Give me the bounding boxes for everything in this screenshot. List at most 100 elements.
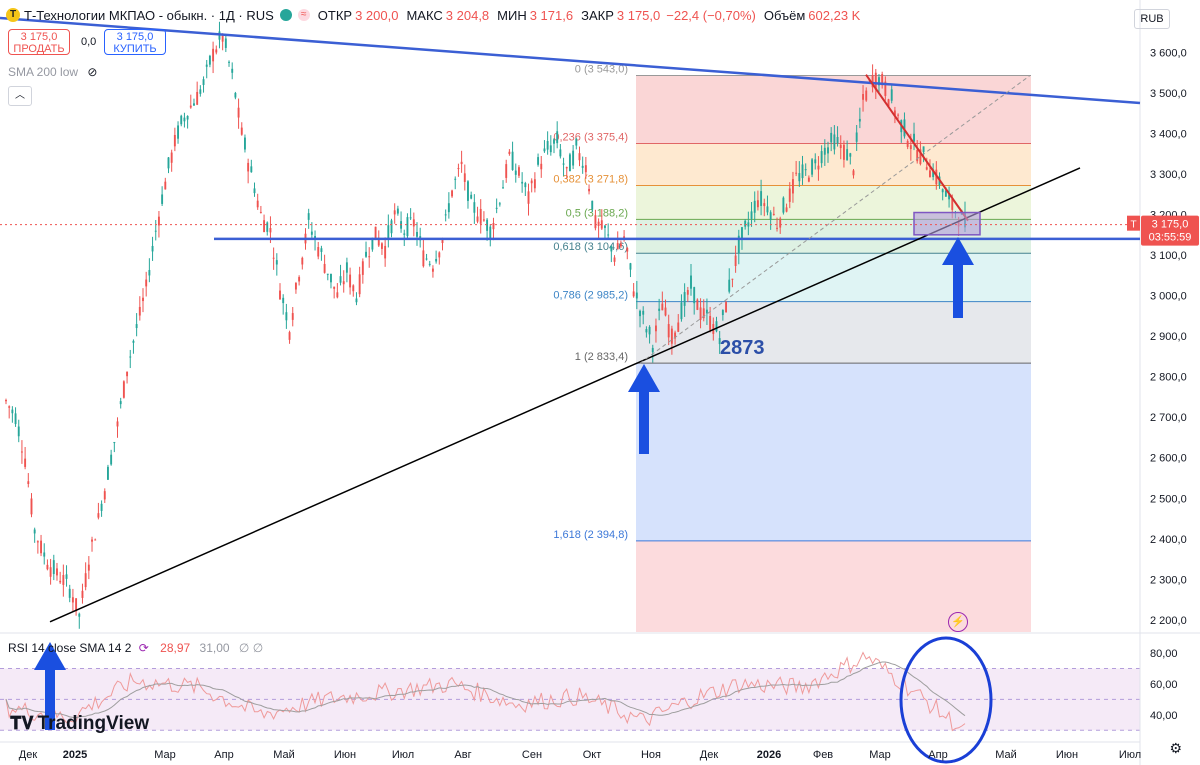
candle-body [470, 194, 473, 199]
candle-body [164, 181, 167, 190]
buy-button[interactable]: 3 175,0 КУПИТЬ [104, 29, 166, 55]
candle-body [795, 172, 798, 174]
candle-body [635, 292, 638, 299]
candle-body [425, 258, 428, 260]
candle-body [807, 177, 810, 182]
candle-body [193, 103, 195, 106]
sma-indicator-label[interactable]: SMA 200 low ⊘ [8, 65, 97, 79]
gear-icon[interactable]: ⚙ [1169, 740, 1182, 756]
candle-body [196, 91, 199, 105]
candle-body [65, 574, 68, 579]
price-tick-label: 2 500,0 [1150, 493, 1187, 505]
candle-body [508, 151, 511, 154]
candle-body [578, 153, 581, 161]
candle-body [457, 167, 460, 169]
price-tick-label: 2 600,0 [1150, 453, 1187, 465]
candle-body [846, 149, 849, 161]
candle-body [138, 306, 141, 316]
symbol-title[interactable]: Т-Технологии МКПАО - обыкн. · 1Д · RUS [24, 7, 274, 23]
candle-body [890, 89, 893, 101]
candle-body [929, 170, 931, 178]
currency-selector[interactable]: RUB [1134, 9, 1170, 29]
price-tick-label: 2 400,0 [1150, 534, 1187, 546]
candle-body [113, 442, 116, 444]
candle-body [619, 243, 622, 247]
candle-body [84, 573, 87, 588]
candle-body [948, 194, 951, 200]
candle-body [142, 297, 144, 302]
candle-body [830, 132, 833, 143]
candle-body [59, 580, 62, 583]
candle-body [20, 451, 23, 453]
candle-body [40, 540, 42, 554]
candle-body [27, 481, 30, 485]
sma-label: SMA 200 low [8, 65, 79, 79]
candle-body [435, 258, 438, 262]
candle-body [151, 245, 154, 252]
candle-body [893, 110, 896, 116]
time-tick-label: Июл [1119, 749, 1141, 761]
candle-body [339, 276, 342, 283]
sell-price: 3 175,0 [20, 31, 58, 43]
fib-level-label: 0,236 (3 375,4) [553, 131, 628, 143]
candle-body [690, 275, 692, 289]
candle-body [135, 324, 138, 329]
candle-body [549, 145, 552, 153]
candle-body [100, 503, 103, 511]
collapse-indicators-button[interactable]: ︿ [8, 86, 32, 106]
rsi-tick-label: 40,00 [1150, 710, 1178, 722]
candle-body [403, 233, 406, 235]
candle-body [250, 166, 253, 173]
candle-body [482, 219, 485, 221]
candle-body [827, 147, 829, 154]
candle-body [887, 99, 890, 107]
candle-body [186, 115, 189, 120]
time-tick-label: Апр [928, 749, 947, 761]
candle-body [594, 215, 597, 229]
sell-button[interactable]: 3 175,0 ПРОДАТЬ [8, 29, 70, 55]
candle-body [737, 235, 740, 254]
candle-body [288, 332, 291, 340]
candle-body [263, 220, 266, 233]
candle-body [291, 313, 294, 320]
fibonacci-retracement[interactable]: 0 (3 543,0) 0,236 (3 375,4) 0,382 (3 271,8… [553, 64, 1031, 632]
lightning-icon[interactable]: ⚡ [948, 612, 968, 632]
time-tick-label: Фев [813, 749, 833, 761]
candle-body [820, 151, 823, 164]
candle-body [56, 568, 58, 576]
candle-body [909, 145, 912, 150]
close-label: ЗАКР [581, 7, 614, 23]
candle-body [110, 454, 113, 465]
eye-off-icon[interactable]: ⊘ [87, 65, 98, 79]
candle-body [658, 308, 661, 311]
candle-body [556, 131, 559, 144]
candle-body [5, 399, 7, 402]
candle-body [285, 312, 288, 321]
rsi-header[interactable]: RSI 14 close SMA 14 2 ⟳ 28,97 31,00 ∅ ∅ [8, 641, 263, 655]
brand-text: TradingView [37, 713, 150, 734]
candle-body [897, 114, 900, 116]
price-tag-badge [1127, 215, 1140, 231]
rsi-tick-label: 80,00 [1150, 648, 1178, 660]
candle-body [530, 180, 533, 184]
candle-body [709, 315, 712, 330]
fib-level-label: 1,618 (2 394,8) [553, 529, 628, 541]
candle-body [180, 115, 183, 125]
candle-body [253, 188, 256, 194]
candle-body [804, 169, 807, 171]
fib-diagonal [639, 75, 1031, 364]
candle-body [75, 598, 78, 612]
rsi-panel [0, 651, 1140, 732]
candle-body [237, 107, 240, 118]
fib-level-label: 0,786 (2 985,2) [553, 290, 628, 302]
arrow-up-icon [34, 642, 66, 730]
candle-body [422, 250, 425, 267]
drawings[interactable]: 2873 [0, 16, 1141, 764]
candle-body [122, 381, 125, 398]
time-tick-label: Дек [700, 749, 719, 761]
price-tick-label: 3 600,0 [1150, 47, 1187, 59]
time-tick-label: Июл [392, 749, 414, 761]
candle-body [416, 231, 418, 237]
